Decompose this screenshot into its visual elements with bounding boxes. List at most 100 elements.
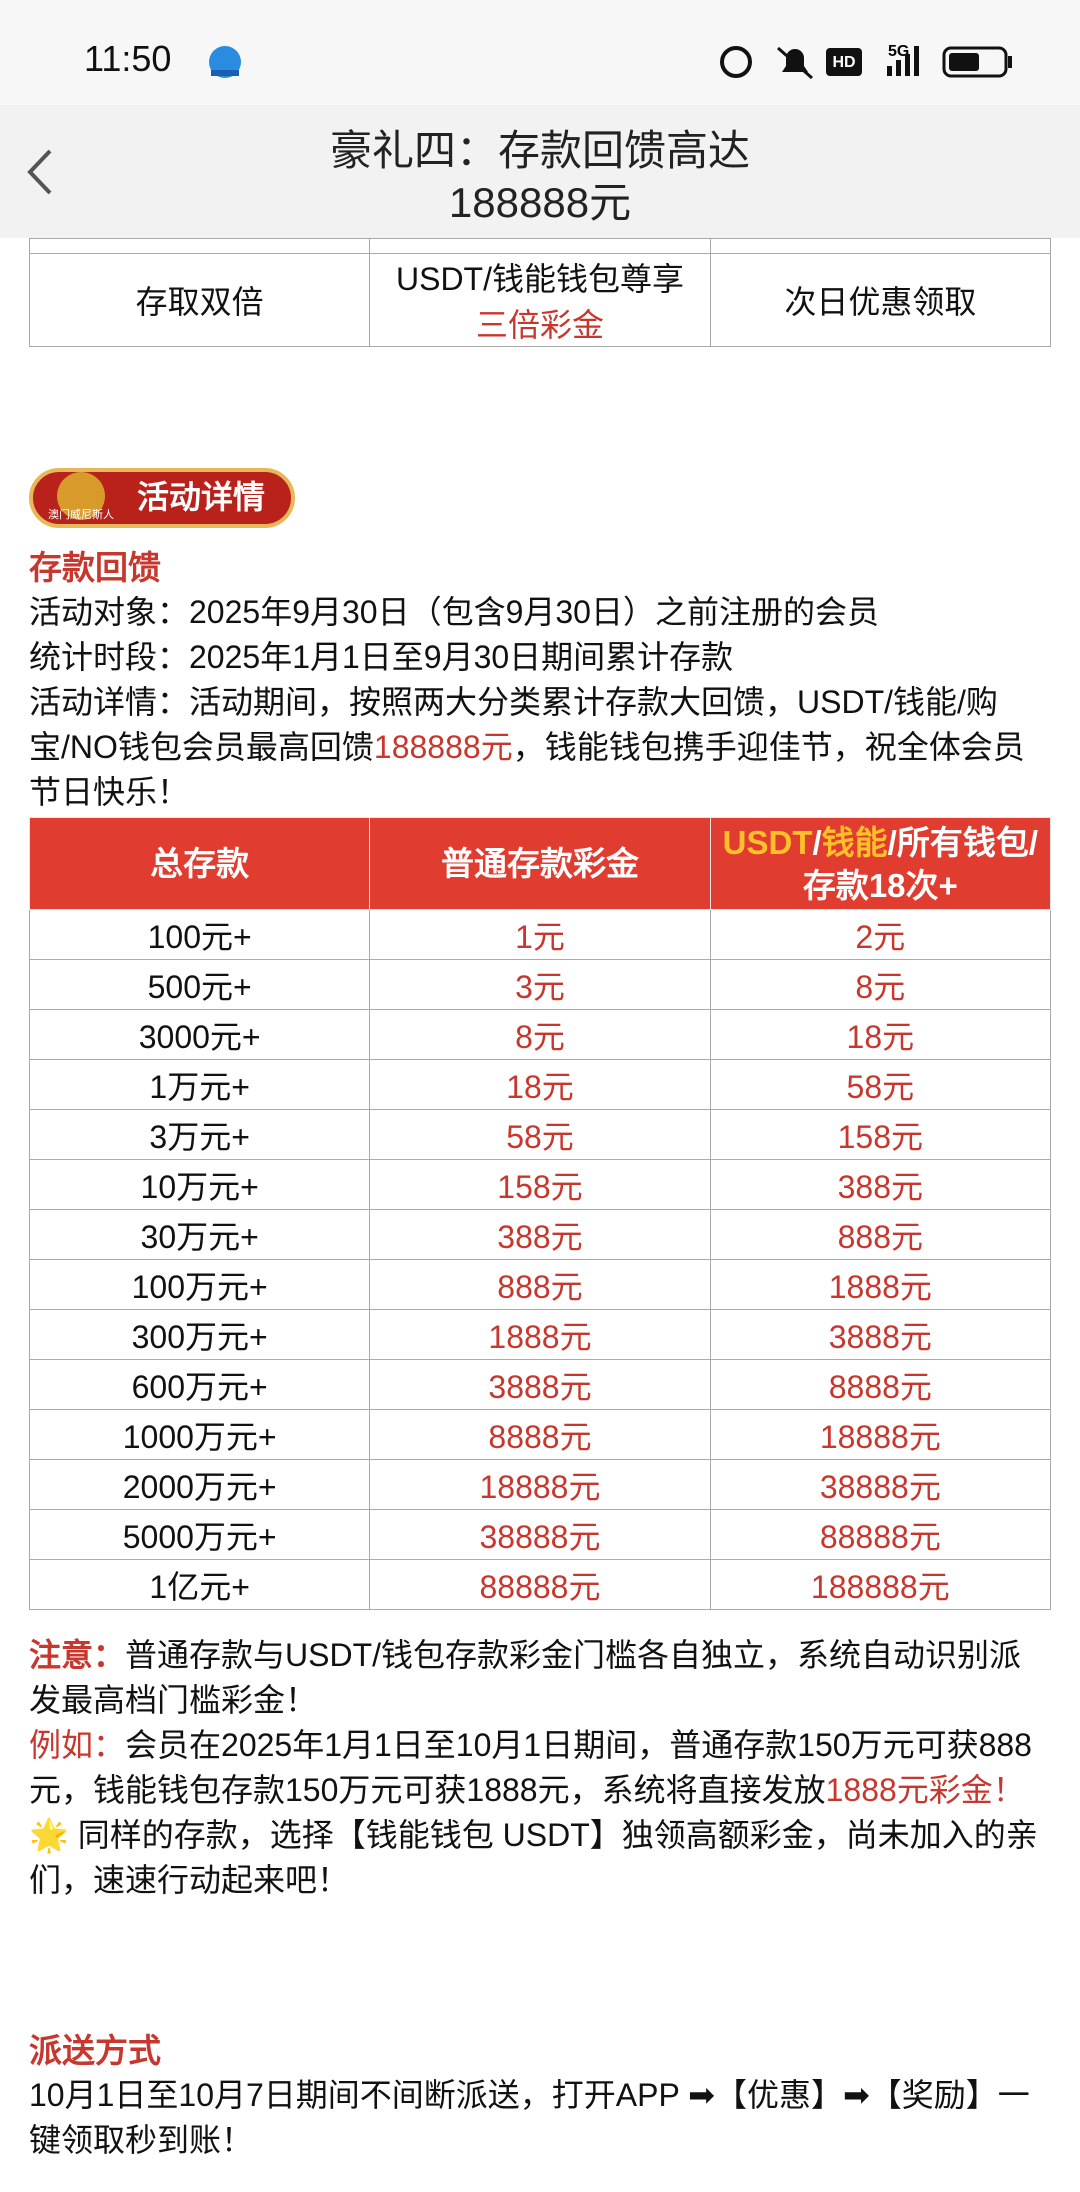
cell: 1亿元+ — [28, 1559, 371, 1610]
cell: 3888元 — [709, 1309, 1052, 1360]
table-row: 100元+ 1元 2元 — [28, 909, 1052, 960]
highlight: 188888元 — [373, 729, 513, 765]
cell: 30万元+ — [28, 1209, 371, 1260]
cell: 8元 — [709, 959, 1052, 1010]
cell: 8888元 — [369, 1409, 711, 1460]
column-header: 总存款 — [28, 817, 371, 910]
note-label: 注意： — [29, 1637, 126, 1673]
cell: 88888元 — [369, 1559, 711, 1610]
cell: 18元 — [709, 1009, 1052, 1060]
cell: 5000万元+ — [28, 1509, 371, 1560]
cell: 1888元 — [369, 1309, 711, 1360]
cell: 88888元 — [709, 1509, 1052, 1560]
page-title: 豪礼四：存款回馈高达 — [329, 127, 750, 174]
table-row: 1000万元+ 8888元 18888元 — [28, 1409, 1052, 1460]
cell: 388元 — [369, 1209, 711, 1260]
table-row: 500元+ 3元 8元 — [28, 959, 1052, 1010]
table-row: 100万元+ 888元 1888元 — [28, 1259, 1052, 1310]
header-part: / — [812, 823, 822, 861]
cell: 58元 — [709, 1059, 1052, 1110]
cell: 存取双倍 — [28, 253, 371, 347]
top-table: 存取双倍 USDT/钱能钱包尊享 三倍彩金 次日优惠领取 — [28, 238, 1052, 347]
deposit-section: 存款回馈 活动对象：2025年9月30日（包含9月30日）之前注册的会员 统计时… — [29, 545, 1051, 815]
clock: 11:50 — [84, 38, 172, 79]
cell: 1万元+ — [28, 1059, 371, 1110]
cell: 10万元+ — [28, 1159, 371, 1210]
text: ，钱能钱包携手迎佳节，祝全体会员节日快乐！ — [29, 729, 1025, 810]
cell: 100元+ — [28, 909, 371, 960]
cell: 2元 — [709, 909, 1052, 960]
cell: 1000万元+ — [28, 1409, 371, 1460]
cell: 388元 — [709, 1159, 1052, 1210]
text-paragraph: 活动详情：活动期间，按照两大分类累计存款大回馈，USDT/钱能/购宝/NO钱包会… — [29, 680, 1051, 815]
page-title: 188888元 — [448, 179, 632, 226]
header-part: /所有钱包/存款18次+ — [802, 823, 1038, 904]
column-header: USDT/钱能/所有钱包/存款18次+ — [709, 817, 1052, 910]
cell: 188888元 — [709, 1559, 1052, 1610]
banner: 澳门威尼斯人 活动详情 — [29, 468, 295, 528]
cell: 1888元 — [709, 1259, 1052, 1310]
section-title: 存款回馈 — [29, 549, 161, 586]
header-part: USDT — [722, 823, 813, 861]
text-line: 统计时段：2025年1月1日至9月30日期间累计存款 — [29, 639, 734, 675]
cell: 3888元 — [369, 1359, 711, 1410]
table-row: 30万元+ 388元 888元 — [28, 1209, 1052, 1260]
cell: 158元 — [369, 1159, 711, 1210]
cell: 888元 — [709, 1209, 1052, 1260]
cell: 3万元+ — [28, 1109, 371, 1160]
cell: 18888元 — [709, 1409, 1052, 1460]
header-part: 钱能 — [821, 823, 888, 861]
cell: 次日优惠领取 — [709, 253, 1052, 347]
cell-highlight: 三倍彩金 — [475, 307, 604, 343]
tip: 🌟 同样的存款，选择【钱能钱包 USDT】独领高额彩金，尚未加入的亲们，速速行动… — [29, 1817, 1038, 1898]
cell: 38888元 — [709, 1459, 1052, 1510]
section-title: 派送方式 — [29, 2032, 161, 2069]
table-row: 2000万元+ 18888元 38888元 — [28, 1459, 1052, 1510]
hd-label: HD — [832, 54, 855, 71]
delivery-section: 派送方式 10月1日至10月7日期间不间断派送，打开APP ➡【优惠】➡【奖励】… — [29, 2028, 1051, 2163]
cell: 18888元 — [369, 1459, 711, 1510]
table-row: 300万元+ 1888元 3888元 — [28, 1309, 1052, 1360]
note: 注意：普通存款与USDT/钱包存款彩金门槛各自独立，系统自动识别派发最高档门槛彩… — [29, 1633, 1051, 1723]
text: 普通存款与USDT/钱包存款彩金门槛各自独立，系统自动识别派发最高档门槛彩金！ — [29, 1637, 1022, 1718]
table-row: 3000元+ 8元 18元 — [28, 1009, 1052, 1060]
highlight: 1888元彩金！ — [825, 1772, 1025, 1808]
banner-subtext: 澳门威尼斯人 — [48, 507, 114, 521]
status-bar: 11:50 HD 5G — [0, 0, 1080, 105]
table-row: 600万元+ 3888元 8888元 — [28, 1359, 1052, 1410]
nav-header: 豪礼四：存款回馈高达 188888元 — [0, 105, 1080, 238]
text-paragraph: 10月1日至10月7日期间不间断派送，打开APP ➡【优惠】➡【奖励】一键领取秒… — [29, 2077, 1030, 2158]
cell: 300万元+ — [28, 1309, 371, 1360]
example-label: 例如： — [29, 1727, 126, 1763]
cell: 1元 — [369, 909, 711, 960]
cell: USDT/钱能钱包尊享 三倍彩金 — [369, 253, 711, 347]
app-icon — [209, 46, 241, 78]
cell: 600万元+ — [28, 1359, 371, 1410]
table-row: 1亿元+ 88888元 188888元 — [28, 1559, 1052, 1610]
cell: 100万元+ — [28, 1259, 371, 1310]
text: 会员在2025年1月1日至10月1日期间，普通存款150万元可获888元，钱能钱… — [29, 1727, 1032, 1808]
cell: 58元 — [369, 1109, 711, 1160]
text: 活动详情：活动期间，按照两大分类累计存款大回馈，USDT/钱能/购宝/NO钱包会… — [29, 684, 998, 765]
cell: 3元 — [369, 959, 711, 1010]
cell: 38888元 — [369, 1509, 711, 1560]
network-label: 5G — [888, 43, 909, 60]
table-row: 10万元+ 158元 388元 — [28, 1159, 1052, 1210]
notes: 注意：普通存款与USDT/钱包存款彩金门槛各自独立，系统自动识别派发最高档门槛彩… — [29, 1633, 1051, 1903]
banner-text: 活动详情 — [137, 479, 265, 515]
cell: 8888元 — [709, 1359, 1052, 1410]
table-row: 1万元+ 18元 58元 — [28, 1059, 1052, 1110]
cell: 8元 — [369, 1009, 711, 1060]
table-row: 3万元+ 58元 158元 — [28, 1109, 1052, 1160]
reward-table: 总存款 普通存款彩金 USDT/钱能/所有钱包/存款18次+ 100元+ 1元 2元… — [28, 817, 1052, 1610]
cell-text: USDT/钱能钱包尊享 — [395, 261, 684, 297]
cell: 158元 — [709, 1109, 1052, 1160]
text-line: 活动对象：2025年9月30日（包含9月30日）之前注册的会员 — [29, 594, 879, 630]
table-row: 5000万元+ 38888元 88888元 — [28, 1509, 1052, 1560]
back-button[interactable] — [24, 147, 56, 197]
status-icons: HD 5G — [720, 43, 1012, 80]
cell: 3000元+ — [28, 1009, 371, 1060]
cell: 18元 — [369, 1059, 711, 1110]
cell: 500元+ — [28, 959, 371, 1010]
